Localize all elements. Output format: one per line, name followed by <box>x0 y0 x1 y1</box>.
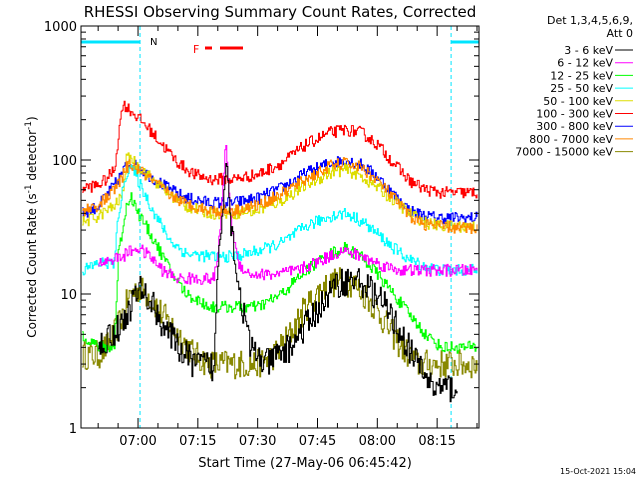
legend-label-8: 7000 - 15000 keV <box>515 146 613 159</box>
legend-label-1: 6 - 12 keV <box>557 57 613 70</box>
tick-labels: 1 10 100 1000 07:00 07:15 07:30 07:45 08:00 08:15 <box>44 20 456 449</box>
y-axis-label: Corrected Count Rate (s-1 detector-1) <box>24 116 39 337</box>
legend-label-7: 800 - 7000 keV <box>529 133 613 146</box>
x-tick-label-4: 08:00 <box>359 434 396 449</box>
series-layer <box>82 100 478 403</box>
series-line-3 <box>82 164 478 276</box>
x-tick-label-0: 07:00 <box>119 434 156 449</box>
legend-label-3: 25 - 50 keV <box>550 82 613 95</box>
y-tick-label-2: 100 <box>52 154 77 169</box>
generation-timestamp: 15-Oct-2021 15:04 <box>560 467 636 476</box>
legend-label-6: 300 - 800 keV <box>536 120 613 133</box>
series-line-4 <box>82 152 478 233</box>
axes <box>80 25 480 429</box>
series-line-7 <box>82 157 478 234</box>
y-tick-label-3: 1000 <box>44 20 77 35</box>
legend-label-2: 12 - 25 keV <box>550 69 613 82</box>
x-tick-label-3: 07:45 <box>299 434 336 449</box>
legend-header-line-1: Det 1,3,4,5,6,9, <box>547 14 633 27</box>
legend-label-0: 3 - 6 keV <box>564 44 613 57</box>
x-tick-label-1: 07:15 <box>179 434 216 449</box>
night-flag-label: N <box>150 37 157 48</box>
legend-label-4: 50 - 100 keV <box>543 95 613 108</box>
y-tick-label-1: 10 <box>60 288 77 303</box>
x-tick-label-2: 07:30 <box>239 434 276 449</box>
series-line-2 <box>82 192 478 354</box>
chart-title: RHESSI Observing Summary Count Rates, Co… <box>84 3 477 21</box>
y-tick-label-0: 1 <box>69 422 77 437</box>
series-line-0 <box>98 163 458 403</box>
legend-label-5: 100 - 300 keV <box>536 108 613 121</box>
flare-flag-label: F <box>193 43 199 56</box>
plot-frame <box>80 25 480 429</box>
series-line-5 <box>82 100 478 199</box>
series-line-1 <box>98 145 478 285</box>
series-line-8 <box>82 267 478 380</box>
legend-header-line-2: Att 0 <box>607 27 633 40</box>
x-axis-label: Start Time (27-May-06 06:45:42) <box>198 456 412 471</box>
x-tick-label-5: 08:15 <box>418 434 455 449</box>
